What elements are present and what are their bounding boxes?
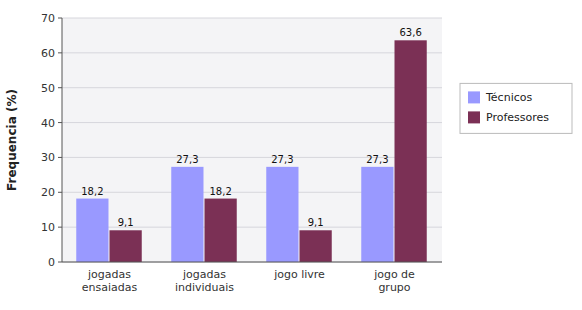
legend-label: Professores xyxy=(486,111,549,124)
y-axis xyxy=(62,18,63,262)
legend: Técnicos Professores xyxy=(460,83,572,133)
y-tick-label: 10 xyxy=(41,221,55,234)
bar xyxy=(110,230,142,262)
x-tick-label: jogadasindividuais xyxy=(175,268,234,294)
bar xyxy=(300,230,332,262)
legend-swatch xyxy=(468,91,480,103)
y-tick-label: 30 xyxy=(41,151,55,164)
y-tick-label: 20 xyxy=(41,186,55,199)
grid-line xyxy=(62,262,442,263)
data-label: 9,1 xyxy=(118,217,134,228)
legend-label: Técnicos xyxy=(485,91,532,104)
x-axis xyxy=(62,262,442,263)
y-tick xyxy=(58,192,62,193)
data-label: 27,3 xyxy=(366,154,388,165)
data-labels: 18,2 27,3 27,3 27,3 9,1 18,2 9,1 63,6 xyxy=(81,27,422,228)
bar xyxy=(395,40,427,262)
y-tick xyxy=(58,87,62,88)
bar xyxy=(205,199,237,262)
bar xyxy=(76,199,108,262)
y-tick xyxy=(58,52,62,53)
data-label: 63,6 xyxy=(399,27,421,38)
y-tick xyxy=(58,157,62,158)
y-tick-label: 40 xyxy=(41,117,55,130)
bar xyxy=(361,167,393,262)
data-label: 27,3 xyxy=(271,154,293,165)
y-tick-label: 60 xyxy=(41,47,55,60)
legend-box xyxy=(460,83,572,133)
plot-area xyxy=(62,18,442,262)
y-tick xyxy=(58,122,62,123)
bars xyxy=(76,40,427,262)
y-tick-label: 70 xyxy=(41,12,55,25)
data-label: 18,2 xyxy=(209,186,231,197)
y-tick-label: 0 xyxy=(48,256,55,269)
y-tick xyxy=(58,18,62,19)
y-tick-label: 50 xyxy=(41,82,55,95)
y-tick xyxy=(58,262,62,263)
grid-line xyxy=(62,52,442,53)
grid-line xyxy=(62,122,442,123)
x-tick-label: jogo degrupo xyxy=(373,268,415,294)
bar xyxy=(171,167,203,262)
grid-line xyxy=(62,87,442,88)
chart: 0 10 20 30 40 50 60 70 Frequencia (%) 18,2 27,3 27,… xyxy=(0,0,582,310)
y-tick xyxy=(58,227,62,228)
data-label: 9,1 xyxy=(308,217,324,228)
y-axis-label: Frequencia (%) xyxy=(5,89,19,191)
grid-line xyxy=(62,18,442,19)
x-tick-label: jogo livre xyxy=(273,268,325,281)
legend-swatch xyxy=(468,111,480,123)
x-tick-label: jogadasensaiadas xyxy=(82,268,138,294)
bar xyxy=(266,167,298,262)
data-label: 18,2 xyxy=(81,186,103,197)
data-label: 27,3 xyxy=(176,154,198,165)
